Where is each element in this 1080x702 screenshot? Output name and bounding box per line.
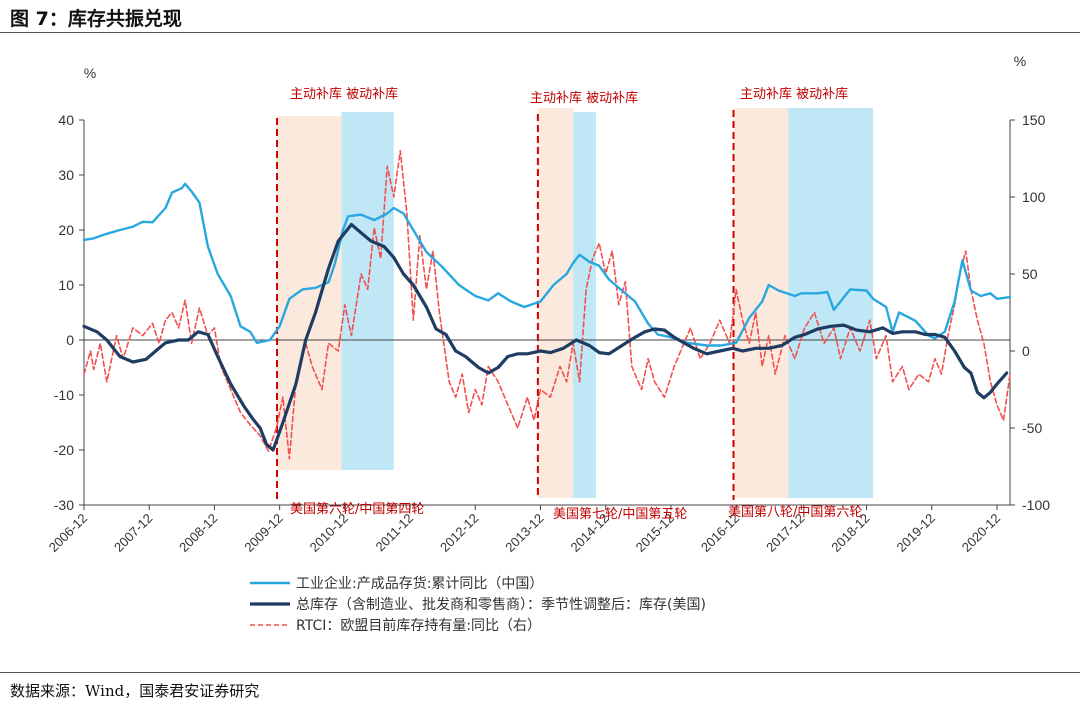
x-tick-label: 2008-12 — [176, 511, 220, 555]
phase-label-2: 主动补库 被动补库 — [740, 86, 848, 102]
shaded-period-2 — [537, 108, 574, 498]
phase-label-1: 主动补库 被动补库 — [530, 90, 638, 106]
figure-title: 图 7：库存共振兑现 — [10, 8, 182, 30]
left-unit-label: % — [84, 65, 96, 81]
right-tick-label: -50 — [1022, 420, 1042, 436]
right-tick-label: 50 — [1022, 266, 1038, 282]
cycle-label-0: 美国第六轮/中国第四轮 — [290, 502, 424, 517]
left-tick-label: 10 — [58, 277, 74, 293]
x-tick-label: 2020-12 — [959, 511, 1003, 555]
left-tick-label: -10 — [54, 387, 74, 403]
right-tick-label: -100 — [1022, 497, 1050, 513]
legend-label-2: RTCI：欧盟目前库存持有量:同比（右） — [296, 617, 541, 634]
legend-label-1: 总库存（含制造业、批发商和零售商）：季节性调整后：库存(美国) — [296, 597, 706, 613]
left-tick-label: 20 — [58, 222, 74, 238]
x-tick-label: 2019-12 — [894, 511, 938, 555]
bottom-rule — [0, 672, 1080, 673]
x-tick-label: 2009-12 — [241, 511, 285, 555]
right-tick-label: 100 — [1022, 189, 1046, 205]
left-tick-label: 30 — [58, 167, 74, 183]
shaded-periods — [277, 108, 874, 498]
legend-label-0: 工业企业:产成品存货:累计同比（中国） — [296, 575, 543, 592]
top-rule — [0, 32, 1080, 33]
shaded-period-3 — [573, 112, 596, 498]
right-unit-label: % — [1014, 53, 1026, 69]
right-tick-label: 0 — [1022, 343, 1030, 359]
x-tick-label: 2007-12 — [111, 511, 155, 555]
shaded-period-1 — [341, 112, 394, 470]
x-tick-label: 2011-12 — [373, 511, 417, 555]
series-line-0 — [82, 182, 1012, 347]
left-tick-label: 40 — [58, 112, 74, 128]
series-lines — [82, 150, 1012, 460]
left-tick-label: -20 — [54, 442, 74, 458]
x-tick-label: 2012-12 — [437, 511, 481, 555]
shaded-period-0 — [277, 116, 342, 470]
cycle-label-1: 美国第七轮/中国第五轮 — [553, 507, 687, 522]
left-tick-label: 0 — [66, 332, 74, 348]
x-tick-label: 2010-12 — [307, 511, 351, 555]
phase-label-0: 主动补库 被动补库 — [290, 86, 398, 102]
cycle-label-2: 美国第八轮/中国第六轮 — [728, 505, 862, 520]
x-tick-label: 2006-12 — [46, 511, 90, 555]
data-source: 数据来源：Wind，国泰君安证券研究 — [10, 682, 260, 700]
x-tick-label: 2013-12 — [502, 511, 546, 555]
right-tick-label: 150 — [1022, 112, 1046, 128]
series-line-1 — [82, 222, 1009, 452]
cycle-start-lines — [276, 110, 735, 500]
legend: 工业企业:产成品存货:累计同比（中国） 总库存（含制造业、批发商和零售商）：季节性… — [250, 575, 706, 634]
left-tick-label: -30 — [54, 497, 74, 513]
